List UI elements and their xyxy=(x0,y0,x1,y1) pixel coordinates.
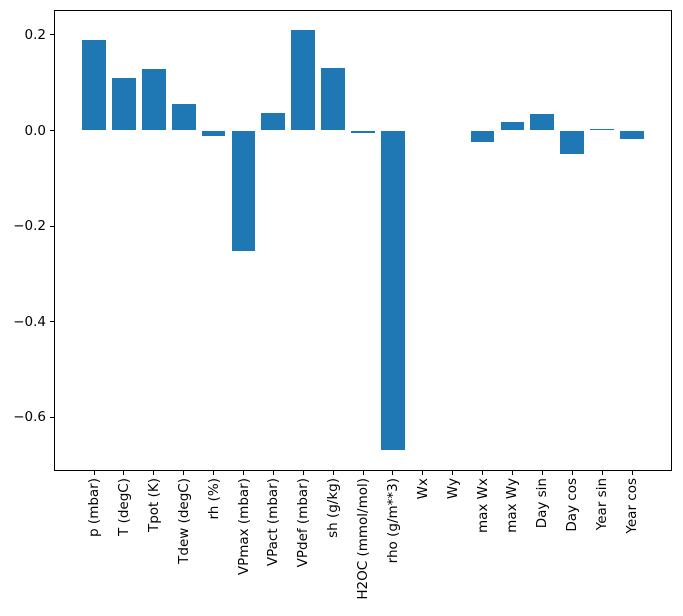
bar-tpot-k xyxy=(141,68,166,131)
bar-vpdef-mbar xyxy=(291,30,316,131)
x-tick-label: VPact (mbar) xyxy=(265,478,282,567)
x-tick-label: VPmax (mbar) xyxy=(235,478,252,576)
y-tick-label: 0.0 xyxy=(24,122,46,139)
x-tick-label: Day sin xyxy=(534,478,551,529)
x-tick-label: p (mbar) xyxy=(86,478,102,537)
bar-sh-g-kg xyxy=(321,67,346,131)
x-tick-label: H2OC (mmol/mol) xyxy=(355,478,371,600)
x-tick-mark xyxy=(631,471,633,475)
x-tick-mark xyxy=(452,471,454,475)
y-tick-mark xyxy=(50,130,54,131)
x-tick-label: rho (g/m**3) xyxy=(384,478,401,564)
y-tick-mark xyxy=(50,34,54,36)
x-tick-label: rh (%) xyxy=(205,478,222,520)
bar-tdew-degc xyxy=(171,104,196,131)
x-tick-label: max Wx xyxy=(474,478,491,534)
x-tick-label: Wx xyxy=(414,478,431,500)
y-tick-mark xyxy=(50,416,54,418)
x-tick-label: Year sin xyxy=(594,478,611,531)
x-tick-label: Tdew (degC) xyxy=(175,478,192,564)
x-tick-mark xyxy=(153,471,155,475)
y-tick-mark xyxy=(50,321,54,323)
x-tick-label: sh (g/kg) xyxy=(325,478,342,538)
bar-day-sin xyxy=(530,113,555,131)
y-tick-label: −0.2 xyxy=(13,218,46,235)
bar-rh xyxy=(201,130,226,136)
plot-area xyxy=(54,10,672,471)
x-tick-mark xyxy=(511,471,513,475)
x-tick-label: VPdef (mbar) xyxy=(295,478,312,568)
x-tick-label: max Wy xyxy=(504,478,521,533)
x-tick-mark xyxy=(302,471,304,475)
x-tick-mark xyxy=(362,471,364,475)
x-tick-mark xyxy=(272,471,274,475)
x-tick-mark xyxy=(571,471,573,475)
x-tick-mark xyxy=(243,471,244,475)
bar-vpmax-mbar xyxy=(231,130,256,252)
x-tick-mark xyxy=(93,471,95,475)
y-tick-label: −0.4 xyxy=(13,313,46,330)
x-tick-label: T (degC) xyxy=(115,478,132,536)
x-tick-mark xyxy=(183,471,185,475)
x-tick-mark xyxy=(482,471,483,475)
bar-vpact-mbar xyxy=(261,112,286,131)
bar-rho-g-m-3 xyxy=(380,130,405,451)
x-tick-label: Wy xyxy=(444,478,461,500)
x-tick-mark xyxy=(213,471,215,475)
bar-year-sin xyxy=(590,128,614,131)
bar-p-mbar xyxy=(82,40,106,131)
x-tick-mark xyxy=(541,471,543,475)
y-tick-label: −0.6 xyxy=(13,409,46,426)
x-tick-mark xyxy=(392,471,394,475)
bar-year-cos xyxy=(620,130,644,140)
x-tick-mark xyxy=(332,471,334,475)
bar-t-degc xyxy=(112,78,136,131)
bar-day-cos xyxy=(560,130,585,155)
x-tick-label: Day cos xyxy=(564,478,581,532)
x-tick-mark xyxy=(601,471,603,475)
y-tick-mark xyxy=(50,225,54,227)
bar-h2oc-mmol-mol xyxy=(351,130,375,134)
x-tick-mark xyxy=(422,471,424,475)
x-tick-label: Year cos xyxy=(624,478,640,534)
x-tick-mark xyxy=(123,471,125,475)
bar-max-wy xyxy=(500,121,525,131)
x-tick-label: Tpot (K) xyxy=(145,478,162,533)
y-tick-label: 0.2 xyxy=(24,26,46,43)
bar-max-wx xyxy=(470,130,495,143)
